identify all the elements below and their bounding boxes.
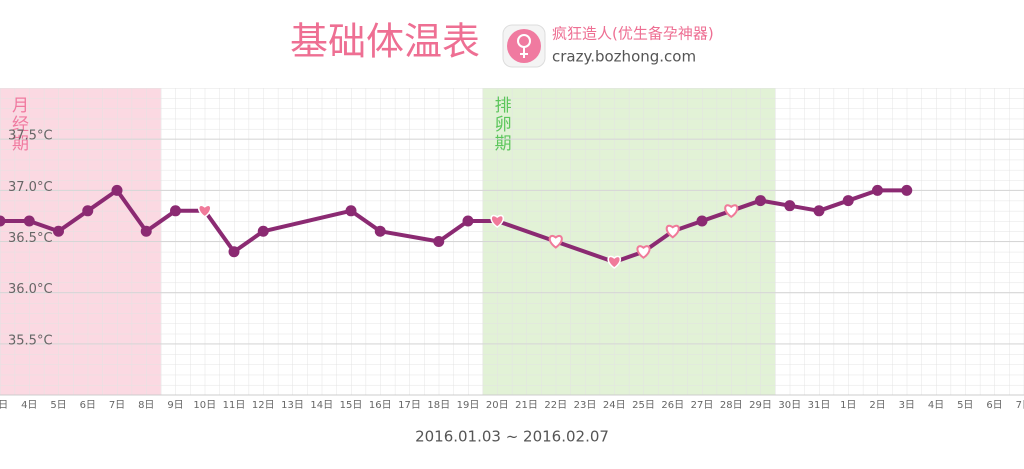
heart-open-marker (636, 245, 651, 259)
line-segment (85, 188, 119, 213)
x-tick-label: 5日 (957, 400, 973, 411)
line-segment (56, 208, 90, 234)
app-icon (502, 24, 546, 68)
y-tick-label: 37.5°C (8, 129, 53, 144)
point (170, 205, 181, 217)
point (23, 215, 35, 227)
x-tick-label: 14日 (310, 400, 333, 411)
x-tick-label: 6日 (80, 400, 96, 411)
line-segment (144, 208, 178, 234)
x-tick-label: 28日 (720, 400, 743, 411)
heart-open-marker (665, 224, 680, 239)
x-tick-label: 2日 (869, 400, 885, 411)
x-tick-label: 4日 (21, 400, 37, 411)
x-tick-label: 12日 (252, 400, 275, 411)
line-segment (261, 208, 353, 234)
app-name: 疯狂造人(优生备孕神器) (552, 25, 714, 43)
x-tick-label: 21日 (515, 400, 538, 411)
x-tick-label: 26日 (661, 400, 684, 411)
x-tick-label: 20日 (486, 400, 509, 411)
x-tick-label: 27日 (691, 400, 714, 411)
line-segment (436, 219, 470, 244)
y-tick-label: 35.5°C (8, 333, 53, 348)
point (257, 225, 269, 237)
x-tick-label: 16日 (369, 400, 392, 411)
x-tick-label: 19日 (457, 400, 480, 411)
x-tick-label: 3日 (0, 400, 8, 411)
x-tick-label: 3日 (899, 400, 915, 411)
phase-label: 月经期 (8, 96, 29, 153)
point (842, 195, 854, 207)
point (696, 215, 708, 227)
x-tick-label: 15日 (340, 400, 363, 411)
heart-open-marker (548, 234, 563, 249)
point (228, 246, 240, 258)
point (872, 184, 883, 196)
x-tick-label: 25日 (632, 400, 655, 411)
line-segment (349, 208, 383, 234)
site: crazy.bozhong.com (552, 48, 696, 66)
x-tick-label: 6日 (986, 400, 1002, 411)
heart-open-marker (724, 204, 739, 219)
x-tick-label: 11日 (223, 400, 246, 411)
point (140, 225, 152, 237)
point (53, 225, 64, 237)
x-tick-label: 22日 (544, 400, 567, 411)
line-segment (553, 239, 617, 264)
x-tick-label: 7日 (1016, 400, 1024, 411)
x-tick-label: 29日 (749, 400, 772, 411)
point (111, 184, 123, 196)
line-segment (378, 229, 441, 244)
heart-marker (607, 255, 621, 269)
x-tick-label: 10日 (193, 400, 216, 411)
x-tick-label: 7日 (109, 400, 125, 411)
point (813, 205, 825, 217)
point (374, 225, 386, 237)
x-tick-label: 23日 (574, 400, 597, 411)
x-tick-label: 13日 (281, 400, 304, 411)
point (755, 195, 766, 207)
x-tick-label: 17日 (398, 400, 421, 411)
x-tick-label: 18日 (427, 400, 450, 411)
x-tick-label: 8日 (138, 400, 154, 411)
x-tick-label: 9日 (167, 400, 183, 411)
point (82, 205, 94, 217)
x-tick-label: 4日 (928, 400, 944, 411)
title: 基础体温表 (290, 20, 480, 64)
phase-label: 排卵期 (491, 96, 512, 153)
point (784, 200, 796, 212)
y-tick-label: 37.0°C (8, 180, 53, 195)
x-tick-label: 30日 (778, 400, 801, 411)
point (901, 184, 913, 196)
line-segment (202, 208, 236, 254)
x-tick-label: 31日 (808, 400, 831, 411)
line-segment (495, 219, 558, 244)
x-tick-label: 5日 (50, 400, 66, 411)
y-tick-label: 36.0°C (8, 282, 53, 297)
heart-marker (490, 214, 504, 228)
point (345, 205, 357, 217)
point (433, 236, 445, 247)
date-range: 2016.01.03 ~ 2016.02.07 (415, 428, 609, 446)
point (462, 215, 474, 227)
x-tick-label: 1日 (840, 400, 856, 411)
x-tick-label: 24日 (603, 400, 626, 411)
point (0, 215, 6, 227)
heart-marker (198, 204, 212, 218)
y-tick-label: 36.5°C (8, 231, 53, 246)
line-segment (232, 229, 266, 254)
line-segment (115, 188, 149, 234)
